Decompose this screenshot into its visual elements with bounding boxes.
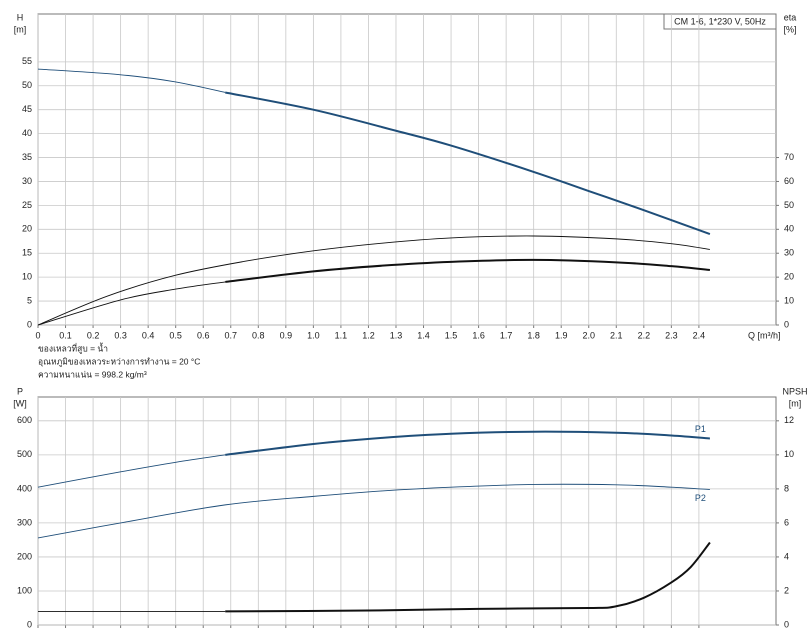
y2-tick-label: 4: [784, 551, 789, 561]
y-tick-label: 45: [22, 104, 32, 114]
y-tick-label: 20: [22, 224, 32, 234]
y2-tick-label: 6: [784, 517, 789, 527]
series-label: P2: [695, 493, 706, 503]
y2-tick-label: 12: [784, 415, 794, 425]
y2-label: NPSH: [782, 386, 807, 396]
model: CM 1-6, 1*230 V, 50Hz: [674, 16, 766, 26]
y-tick-label: 25: [22, 200, 32, 210]
y-tick-label: 300: [17, 517, 32, 527]
x-tick-label: 0.6: [197, 330, 210, 340]
curve: [225, 258, 711, 283]
y2-tick-label: 30: [784, 248, 794, 258]
note: อุณหภูมิของเหลวระหว่างการทำงาน = 20 °C: [38, 356, 200, 367]
series-label: P1: [695, 424, 706, 434]
curve: [225, 91, 711, 236]
y-tick-label: 50: [22, 80, 32, 90]
y-tick-label: 40: [22, 128, 32, 138]
y2-label: eta: [784, 12, 797, 22]
curve: [37, 68, 226, 93]
y-label: H: [17, 12, 24, 22]
y-tick-label: 600: [17, 415, 32, 425]
curve: [37, 483, 710, 539]
y-tick-label: 100: [17, 585, 32, 595]
x-tick-label: 1.0: [307, 330, 320, 340]
x-tick-label: 2.4: [693, 330, 706, 340]
y-tick-label: 55: [22, 56, 32, 66]
x-tick-label: 1.4: [417, 330, 430, 340]
y2-tick-label: 50: [784, 200, 794, 210]
y-tick-label: 5: [27, 295, 32, 305]
y2-tick-label: 0: [784, 319, 789, 329]
x-tick-label: 1.9: [555, 330, 568, 340]
y-tick-label: 35: [22, 152, 32, 162]
curve: [37, 281, 226, 326]
x-tick-label: 0.4: [142, 330, 155, 340]
y-tick-label: 30: [22, 176, 32, 186]
y2-tick-label: 60: [784, 176, 794, 186]
y2-tick-label: 0: [784, 619, 789, 629]
y2-tick-label: 10: [784, 449, 794, 459]
x-tick-label: 0.2: [87, 330, 100, 340]
x-tick-label: 2.1: [610, 330, 623, 340]
x-label: Q [m³/h]: [748, 330, 781, 340]
x-tick-label: 1.7: [500, 330, 513, 340]
x-tick-label: 2.2: [638, 330, 651, 340]
y-tick-label: 200: [17, 551, 32, 561]
y-tick-label: 15: [22, 248, 32, 258]
y-tick-label: 0: [27, 319, 32, 329]
x-tick-label: 1.1: [335, 330, 348, 340]
y-tick-label: 10: [22, 272, 32, 282]
y2-unit: [m]: [789, 398, 802, 408]
x-tick-label: 0.8: [252, 330, 265, 340]
y-tick-label: 400: [17, 483, 32, 493]
curve: [37, 235, 710, 326]
note: ความหนาแน่น = 998.2 kg/m³: [38, 369, 147, 379]
x-tick-label: 2.0: [582, 330, 595, 340]
y-unit: [m]: [14, 24, 27, 34]
x-tick-label: 0.3: [114, 330, 127, 340]
y2-unit: [%]: [783, 24, 796, 34]
x-tick-label: 1.8: [527, 330, 540, 340]
y2-tick-label: 70: [784, 152, 794, 162]
x-tick-label: 1.6: [472, 330, 485, 340]
curve: [225, 541, 711, 613]
y2-tick-label: 10: [784, 295, 794, 305]
x-tick-label: 1.2: [362, 330, 375, 340]
y2-tick-label: 2: [784, 585, 789, 595]
x-tick-label: 1.3: [390, 330, 403, 340]
y2-tick-label: 20: [784, 272, 794, 282]
x-tick-label: 0.9: [280, 330, 293, 340]
y-unit: [W]: [13, 398, 27, 408]
x-tick-label: 0.7: [225, 330, 238, 340]
y-tick-label: 500: [17, 449, 32, 459]
top-frame: [37, 13, 777, 326]
curve: [37, 454, 226, 488]
x-tick-label: 1.5: [445, 330, 458, 340]
note: ของเหลวที่สูบ = น้ำ: [38, 342, 108, 354]
y-tick-label: 0: [27, 619, 32, 629]
x-tick-label: 0: [35, 330, 40, 340]
x-tick-label: 0.1: [59, 330, 72, 340]
y2-tick-label: 8: [784, 483, 789, 493]
x-tick-label: 0.5: [169, 330, 182, 340]
x-tick-label: 2.3: [665, 330, 678, 340]
y-label: P: [17, 386, 23, 396]
model-box: [663, 13, 777, 30]
y2-tick-label: 40: [784, 224, 794, 234]
curve: [225, 430, 710, 456]
